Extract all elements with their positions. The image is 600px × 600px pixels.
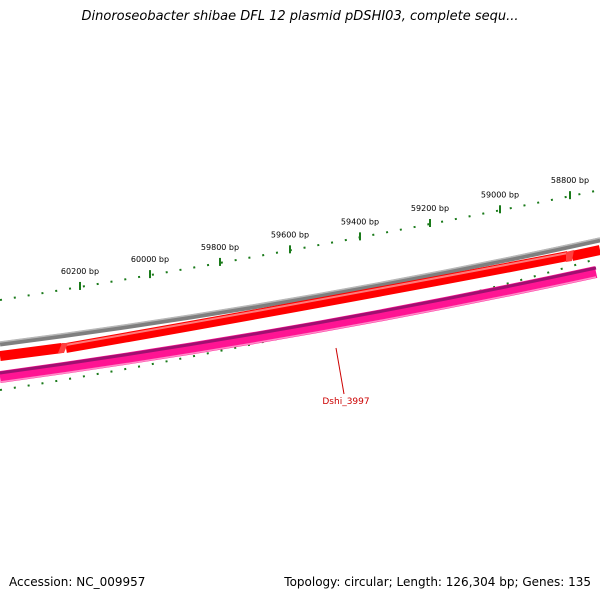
reverse-gene-segment	[0, 266, 598, 383]
forward-gene-arrowhead-right	[566, 250, 574, 262]
scale-label: 59200 bp	[411, 204, 449, 213]
accession-text: Accession: NC_009957	[9, 575, 146, 589]
scale-label: 59000 bp	[481, 190, 519, 199]
major-tick-group: 60200 bp 60000 bp 59800 bp 59600 bp 59400 bp…	[61, 176, 589, 290]
scale-label: 60200 bp	[61, 267, 99, 276]
forward-gene-highlight	[65, 252, 569, 346]
gene-label-dshi-3997[interactable]: Dshi_3997	[322, 397, 369, 407]
forward-gene-segment-left	[0, 343, 63, 361]
forward-gene-arrowhead-left	[58, 343, 68, 353]
inner-tick-ring	[0, 257, 600, 391]
scale-label: 59400 bp	[341, 217, 379, 226]
backbone-ring	[0, 237, 600, 347]
scale-label: 59800 bp	[201, 243, 239, 252]
gene-label-leader	[335, 347, 345, 395]
outer-tick-ring	[0, 189, 600, 301]
forward-gene-segment-right	[570, 245, 600, 261]
scale-label: 58800 bp	[551, 176, 589, 185]
reverse-gene-shadow	[0, 266, 597, 375]
reverse-gene-highlight	[0, 276, 597, 383]
backbone-highlight	[0, 237, 600, 343]
scale-label: 60000 bp	[131, 255, 169, 264]
topology-summary-text: Topology: circular; Length: 126,304 bp; …	[284, 575, 591, 589]
forward-gene-segment-main	[65, 251, 569, 353]
scale-label: 59600 bp	[271, 230, 309, 239]
map-title: Dinoroseobacter shibae DFL 12 plasmid pD…	[81, 9, 519, 24]
